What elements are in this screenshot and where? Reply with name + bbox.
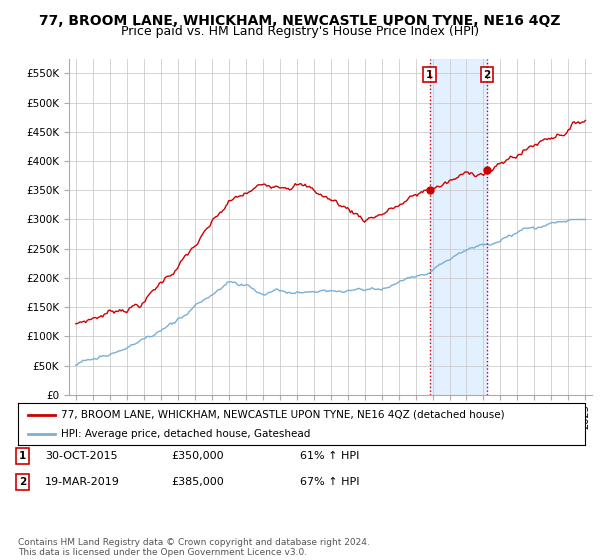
Text: 2: 2 [484, 69, 491, 80]
Text: 77, BROOM LANE, WHICKHAM, NEWCASTLE UPON TYNE, NE16 4QZ: 77, BROOM LANE, WHICKHAM, NEWCASTLE UPON… [39, 14, 561, 28]
Text: 77, BROOM LANE, WHICKHAM, NEWCASTLE UPON TYNE, NE16 4QZ (detached house): 77, BROOM LANE, WHICKHAM, NEWCASTLE UPON… [61, 409, 504, 419]
Text: 2: 2 [19, 477, 26, 487]
Text: 61% ↑ HPI: 61% ↑ HPI [300, 451, 359, 461]
Text: 1: 1 [426, 69, 433, 80]
Text: £385,000: £385,000 [171, 477, 224, 487]
Text: Price paid vs. HM Land Registry's House Price Index (HPI): Price paid vs. HM Land Registry's House … [121, 25, 479, 38]
Text: £350,000: £350,000 [171, 451, 224, 461]
Text: 67% ↑ HPI: 67% ↑ HPI [300, 477, 359, 487]
Text: 1: 1 [19, 451, 26, 461]
Bar [430, 59, 487, 395]
Text: 19-MAR-2019: 19-MAR-2019 [45, 477, 120, 487]
Text: Contains HM Land Registry data © Crown copyright and database right 2024.
This d: Contains HM Land Registry data © Crown c… [18, 538, 370, 557]
Text: 30-OCT-2015: 30-OCT-2015 [45, 451, 118, 461]
Text: HPI: Average price, detached house, Gateshead: HPI: Average price, detached house, Gate… [61, 429, 310, 439]
